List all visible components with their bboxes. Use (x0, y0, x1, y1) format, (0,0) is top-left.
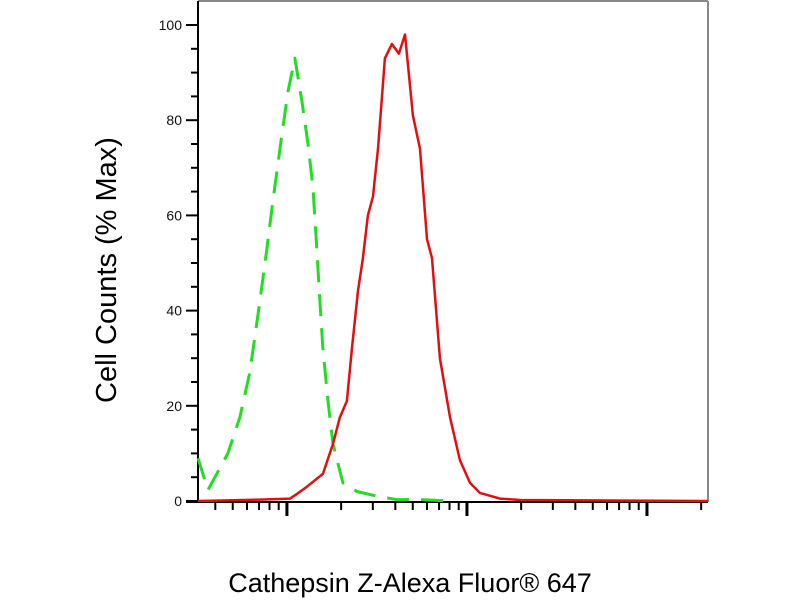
y-axis-title: Cell Counts (% Max) (91, 137, 123, 403)
series-group (196, 33, 709, 503)
plot-frame (186, 0, 709, 503)
y-tick-label: 60 (166, 207, 182, 223)
series-line-isotype-control (196, 56, 451, 503)
x-axis (214, 502, 703, 516)
series-line-cathepsin-z (197, 33, 709, 503)
y-tick-label: 0 (174, 493, 182, 509)
y-tick-label: 20 (166, 398, 182, 414)
y-tick-label: 80 (166, 112, 182, 128)
y-tick-label: 40 (166, 303, 182, 319)
x-axis-title: Cathepsin Z-Alexa Fluor® 647 (228, 568, 592, 598)
y-axis: 0 20 40 60 80 100 (159, 17, 198, 509)
y-tick-label: 100 (159, 17, 183, 33)
